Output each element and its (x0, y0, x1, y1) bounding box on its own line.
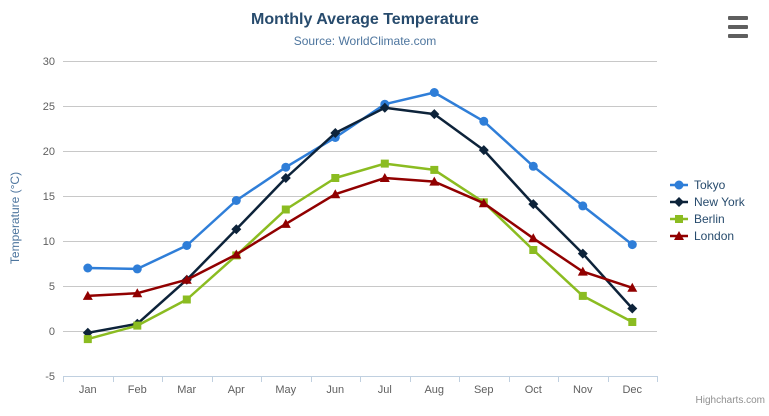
series-line (86, 91, 634, 271)
context-menu-button[interactable] (728, 16, 748, 38)
credits-link[interactable]: Highcharts.com (695, 395, 765, 406)
data-point-marker[interactable] (478, 198, 489, 208)
data-point-marker[interactable] (627, 282, 638, 292)
x-axis-tick-label: Nov (573, 384, 593, 396)
data-point-marker[interactable] (578, 291, 587, 300)
data-point-marker[interactable] (528, 233, 539, 243)
triangle-series-marker-icon (670, 230, 688, 240)
x-axis-tick-label: Apr (228, 384, 245, 396)
y-axis-title: Temperature (°C) (8, 171, 22, 265)
x-axis-tick-label: Sep (474, 384, 494, 396)
y-axis-tick-label: 25 (43, 101, 55, 113)
data-point-marker[interactable] (479, 116, 489, 126)
data-point-marker[interactable] (82, 290, 93, 300)
data-point-marker[interactable] (430, 165, 439, 174)
x-axis-tick-label: Oct (525, 384, 542, 396)
y-axis-tick-label: 15 (43, 191, 55, 203)
series-line (86, 162, 634, 341)
data-point-marker[interactable] (181, 274, 192, 284)
data-point-marker[interactable] (577, 248, 588, 259)
square-series-marker-icon (670, 214, 688, 223)
data-point-marker[interactable] (330, 128, 341, 138)
data-point-marker[interactable] (429, 109, 440, 120)
data-point-marker[interactable] (380, 159, 389, 168)
data-point-marker[interactable] (429, 88, 439, 97)
data-point-marker[interactable] (281, 162, 291, 172)
data-point-marker[interactable] (83, 335, 92, 344)
series-line (86, 106, 634, 335)
data-point-marker[interactable] (330, 189, 341, 199)
legend-marker (674, 230, 684, 240)
legend-item-label: Tokyo (694, 177, 726, 192)
hamburger-icon (728, 34, 748, 38)
diamond-series-marker-icon (670, 196, 688, 207)
legend-marker (674, 196, 684, 207)
hamburger-icon (728, 25, 748, 29)
data-point-marker[interactable] (379, 102, 390, 113)
x-axis-tick-label: Jul (378, 384, 392, 396)
data-point-marker[interactable] (231, 224, 242, 235)
data-point-marker[interactable] (628, 318, 637, 326)
data-point-marker[interactable] (281, 205, 290, 214)
data-point-marker[interactable] (182, 241, 192, 250)
data-point-marker[interactable] (280, 218, 291, 228)
data-point-marker[interactable] (578, 201, 588, 211)
legend-item-label: Berlin (694, 211, 725, 226)
data-point-marker[interactable] (280, 173, 291, 183)
data-point-marker[interactable] (528, 199, 539, 210)
series-tokyo[interactable] (83, 88, 637, 274)
legend-item-tokyo[interactable]: Tokyo (670, 176, 745, 193)
y-axis-tick-label: -5 (45, 371, 55, 383)
data-point-marker[interactable] (331, 174, 340, 182)
legend-marker (674, 180, 684, 189)
legend: Tokyo New York Berlin London (670, 176, 745, 244)
data-point-marker[interactable] (133, 321, 142, 330)
x-axis-tick-label: May (275, 384, 296, 396)
x-axis-tick-label: Mar (177, 384, 196, 396)
series-new-york[interactable] (82, 102, 638, 338)
series-london[interactable] (82, 173, 638, 300)
data-point-marker[interactable] (231, 249, 242, 259)
legend-item-london[interactable]: London (670, 227, 745, 244)
data-point-marker[interactable] (83, 263, 93, 273)
data-point-marker[interactable] (132, 264, 142, 274)
data-point-marker[interactable] (231, 196, 241, 205)
legend-item-new-york[interactable]: New York (670, 193, 745, 210)
y-axis-tick-label: 5 (49, 281, 55, 293)
series-line (86, 176, 634, 298)
y-axis-tick-label: 20 (43, 146, 55, 158)
legend-item-label: London (694, 228, 735, 243)
data-point-marker[interactable] (627, 240, 637, 250)
y-axis-tick-label: 10 (43, 236, 55, 248)
legend-item-berlin[interactable]: Berlin (670, 210, 745, 227)
x-axis-tick-label: Dec (622, 384, 642, 396)
data-point-marker[interactable] (182, 295, 191, 304)
circle-series-marker-icon (670, 180, 688, 189)
hamburger-icon (728, 16, 748, 20)
y-axis-tick-label: 0 (49, 326, 55, 338)
data-point-marker[interactable] (529, 246, 538, 254)
x-axis-tick-label: Feb (128, 384, 147, 396)
data-point-marker[interactable] (627, 303, 638, 314)
x-axis-tick-label: Jun (326, 384, 344, 396)
legend-item-label: New York (694, 194, 745, 209)
x-axis-tick-label: Aug (424, 384, 444, 396)
data-point-marker[interactable] (429, 176, 440, 186)
data-point-marker[interactable] (379, 173, 390, 182)
legend-marker (675, 214, 683, 223)
data-point-marker[interactable] (577, 266, 588, 276)
data-point-marker[interactable] (132, 288, 143, 298)
data-point-marker[interactable] (528, 161, 538, 171)
x-axis-tick-label: Jan (79, 384, 97, 396)
data-point-marker[interactable] (478, 145, 489, 156)
y-axis-tick-label: 30 (43, 56, 55, 68)
